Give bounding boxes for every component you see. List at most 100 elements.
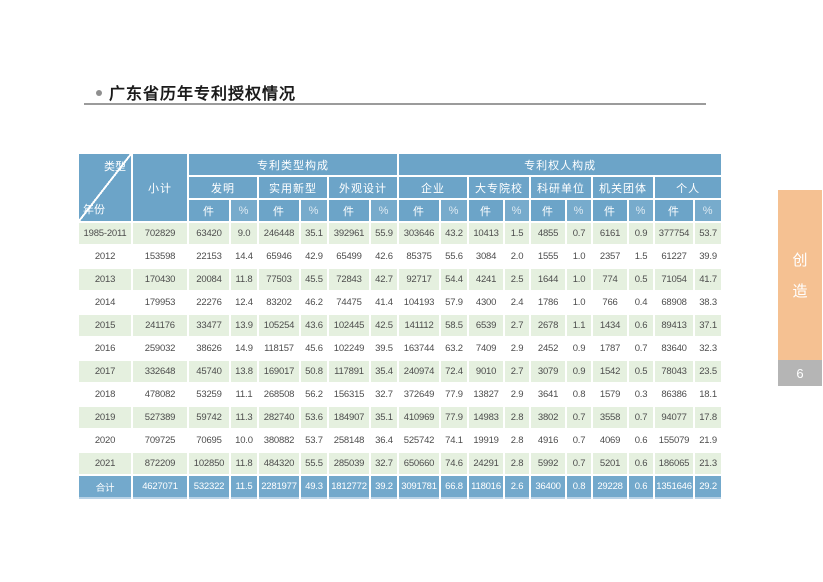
value-cell: 49.3 xyxy=(301,476,327,497)
value-cell: 24291 xyxy=(469,453,504,474)
value-cell: 55.6 xyxy=(441,246,468,267)
value-cell: 20084 xyxy=(189,269,229,290)
value-cell: 0.7 xyxy=(567,223,592,244)
value-cell: 0.7 xyxy=(567,407,592,428)
value-cell: 282740 xyxy=(259,407,299,428)
value-cell: 2.9 xyxy=(505,338,530,359)
header-agency: 机关团体 xyxy=(593,177,654,198)
value-cell: 78043 xyxy=(655,361,694,382)
value-cell: 532322 xyxy=(189,476,229,497)
page-number-box: 6 xyxy=(778,360,822,386)
value-cell: 179953 xyxy=(133,292,187,313)
value-cell: 63.2 xyxy=(441,338,468,359)
section-title-row: 广东省历年专利授权情况 xyxy=(96,80,296,104)
unit-count: 件 xyxy=(655,200,694,221)
value-cell: 63420 xyxy=(189,223,229,244)
chapter-side-tab: 创 造 6 xyxy=(778,190,822,386)
value-cell: 0.6 xyxy=(629,476,654,497)
value-cell: 45.6 xyxy=(301,338,327,359)
value-cell: 118157 xyxy=(259,338,299,359)
value-cell: 2.8 xyxy=(505,407,530,428)
value-cell: 163744 xyxy=(399,338,440,359)
value-cell: 2.9 xyxy=(505,384,530,405)
value-cell: 153598 xyxy=(133,246,187,267)
corner-label-type: 类型 xyxy=(104,161,126,173)
header-invention: 发明 xyxy=(189,177,257,198)
title-underline xyxy=(84,103,706,105)
value-cell: 11.8 xyxy=(231,269,257,290)
unit-percent: % xyxy=(695,200,722,221)
value-cell: 1787 xyxy=(593,338,628,359)
unit-count: 件 xyxy=(399,200,440,221)
value-cell: 1.5 xyxy=(629,246,654,267)
value-cell: 4627071 xyxy=(133,476,187,497)
value-cell: 83202 xyxy=(259,292,299,313)
value-cell: 53.7 xyxy=(695,223,722,244)
value-cell: 36.4 xyxy=(371,430,398,451)
table-row: 2019 527389 59742 11.3 282740 53.6 184907 35.1 4… xyxy=(79,407,722,428)
value-cell: 14.9 xyxy=(231,338,257,359)
header-group-patentee: 专利权人构成 xyxy=(399,154,722,175)
value-cell: 11.3 xyxy=(231,407,257,428)
value-cell: 2.8 xyxy=(505,430,530,451)
value-cell: 3802 xyxy=(531,407,566,428)
value-cell: 0.3 xyxy=(629,384,654,405)
unit-count: 件 xyxy=(259,200,299,221)
value-cell: 68908 xyxy=(655,292,694,313)
value-cell: 1351646 xyxy=(655,476,694,497)
value-cell: 94077 xyxy=(655,407,694,428)
value-cell: 1542 xyxy=(593,361,628,382)
value-cell: 12.4 xyxy=(231,292,257,313)
value-cell: 71054 xyxy=(655,269,694,290)
value-cell: 45.5 xyxy=(301,269,327,290)
unit-header-row: 件 % 件 % 件 % 件 % 件 % 件 % 件 % 件 % xyxy=(79,200,722,221)
value-cell: 45740 xyxy=(189,361,229,382)
page-number: 6 xyxy=(796,365,804,381)
value-cell: 22276 xyxy=(189,292,229,313)
value-cell: 3091781 xyxy=(399,476,440,497)
value-cell: 36400 xyxy=(531,476,566,497)
header-individual: 个人 xyxy=(655,177,722,198)
value-cell: 39.9 xyxy=(695,246,722,267)
chapter-char: 创 xyxy=(792,252,808,269)
unit-percent: % xyxy=(231,200,257,221)
chapter-tab-label: 创 造 xyxy=(778,190,822,360)
bullet-icon xyxy=(96,90,102,96)
header-college: 大专院校 xyxy=(469,177,530,198)
value-cell: 1.1 xyxy=(567,315,592,336)
value-cell: 72.4 xyxy=(441,361,468,382)
value-cell: 41.7 xyxy=(695,269,722,290)
value-cell: 0.9 xyxy=(567,338,592,359)
value-cell: 3084 xyxy=(469,246,504,267)
value-cell: 38626 xyxy=(189,338,229,359)
value-cell: 17.8 xyxy=(695,407,722,428)
value-cell: 3641 xyxy=(531,384,566,405)
value-cell: 41.4 xyxy=(371,292,398,313)
value-cell: 9010 xyxy=(469,361,504,382)
value-cell: 4855 xyxy=(531,223,566,244)
value-cell: 702829 xyxy=(133,223,187,244)
patent-table: 类型 年份 小计 专利类型构成 专利权人构成 发明 实用新型 外观设计 企业 大… xyxy=(77,152,723,499)
unit-percent: % xyxy=(301,200,327,221)
value-cell: 2.7 xyxy=(505,315,530,336)
value-cell: 102850 xyxy=(189,453,229,474)
value-cell: 70695 xyxy=(189,430,229,451)
unit-count: 件 xyxy=(593,200,628,221)
value-cell: 55.5 xyxy=(301,453,327,474)
value-cell: 66.8 xyxy=(441,476,468,497)
value-cell: 77.9 xyxy=(441,384,468,405)
value-cell: 21.3 xyxy=(695,453,722,474)
value-cell: 11.1 xyxy=(231,384,257,405)
value-cell: 18.1 xyxy=(695,384,722,405)
value-cell: 478082 xyxy=(133,384,187,405)
table-body: 1985-2011 702829 63420 9.0 246448 35.1 392961 5… xyxy=(79,223,722,497)
header-design: 外观设计 xyxy=(329,177,398,198)
value-cell: 9.0 xyxy=(231,223,257,244)
value-cell: 246448 xyxy=(259,223,299,244)
unit-percent: % xyxy=(505,200,530,221)
value-cell: 872209 xyxy=(133,453,187,474)
table-total-row: 合计 4627071 532322 11.5 2281977 49.3 1812772 39.… xyxy=(79,476,722,497)
value-cell: 46.2 xyxy=(301,292,327,313)
value-cell: 766 xyxy=(593,292,628,313)
year-cell: 2018 xyxy=(79,384,131,405)
